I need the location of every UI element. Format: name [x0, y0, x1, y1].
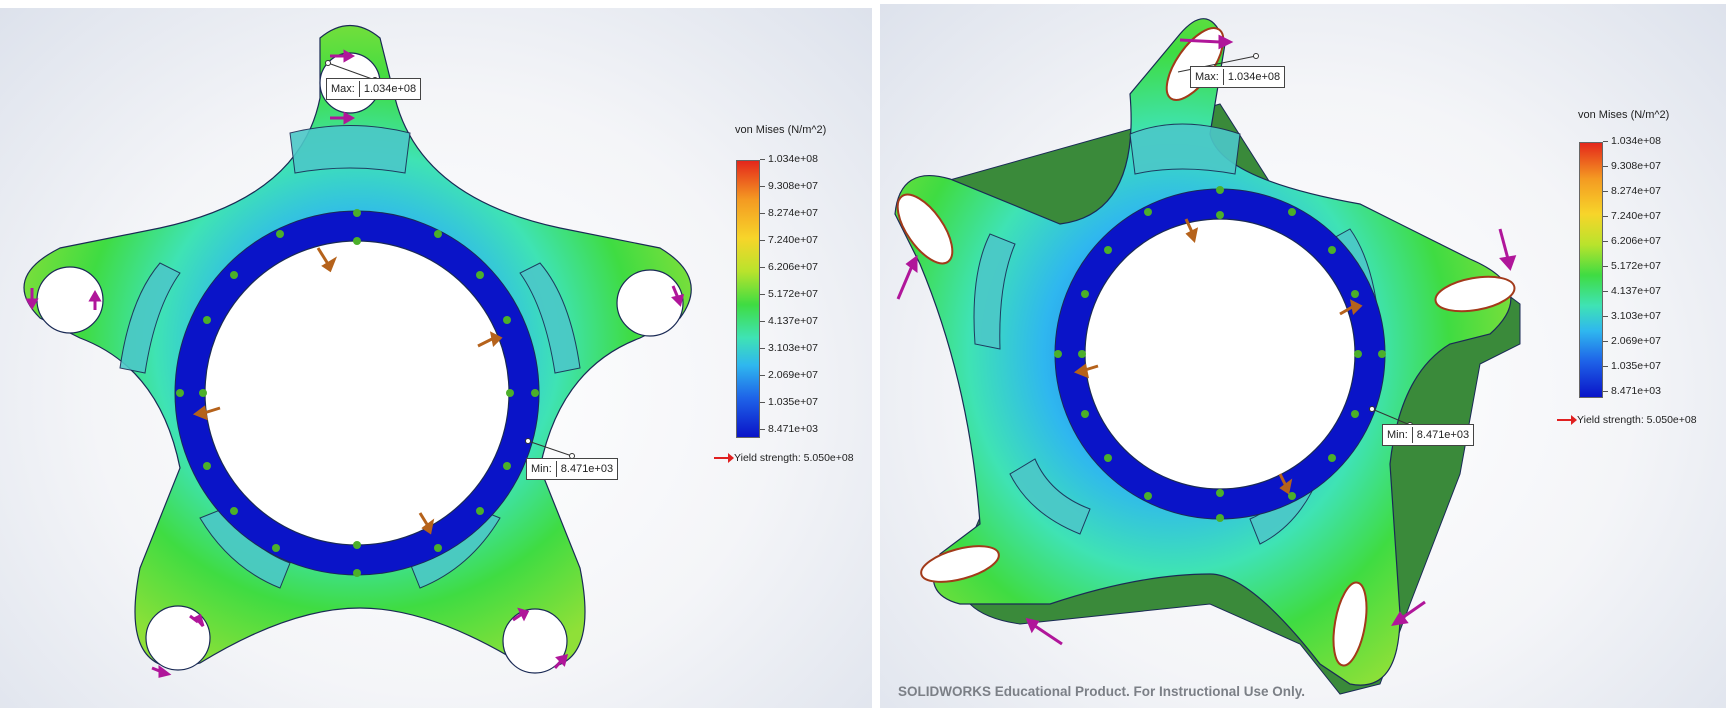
legend-tick: 8.274e+07	[760, 207, 818, 219]
legend-tick: 1.034e+08	[760, 153, 818, 165]
bolt-hole	[1332, 581, 1368, 667]
bolt-hole	[616, 269, 684, 337]
legend-tick: 7.240e+07	[760, 234, 818, 246]
yield-arrow-icon	[1557, 415, 1577, 426]
legend-tick: 6.206e+07	[1603, 235, 1661, 247]
legend-tick: 4.137e+07	[760, 315, 818, 327]
bolt-hole	[896, 193, 954, 265]
yield-strength-label: Yield strength: 5.050e+08	[734, 452, 854, 464]
yield-arrow-icon	[714, 453, 734, 464]
right-part-model	[894, 18, 1521, 695]
max-callout[interactable]: Max: 1.034e+08	[326, 78, 422, 100]
yield-strength-label: Yield strength: 5.050e+08	[1577, 414, 1697, 426]
max-label: Max:	[331, 83, 355, 95]
yield-strength: Yield strength: 5.050e+08	[714, 452, 854, 464]
min-value: 8.471e+03	[560, 463, 614, 475]
legend-title: von Mises (N/m^2)	[1578, 109, 1670, 121]
max-value: 1.034e+08	[363, 83, 417, 95]
bolt-hole	[145, 605, 211, 671]
legend-tick: 2.069e+07	[1603, 335, 1661, 347]
bolt-hole	[920, 545, 1000, 583]
center-bore	[204, 240, 510, 546]
legend-tick: 1.034e+08	[1603, 135, 1661, 147]
legend-title: von Mises (N/m^2)	[735, 124, 827, 136]
right-viewport[interactable]: Max: 1.034e+08 Min: 8.471e+03 von Mises …	[880, 4, 1726, 708]
center-bore	[1084, 218, 1356, 490]
max-callout[interactable]: Max: 1.034e+08	[1190, 66, 1286, 88]
legend-tick: 5.172e+07	[760, 288, 818, 300]
legend-tick: 8.471e+03	[760, 423, 818, 435]
legend-colorbar	[736, 160, 760, 438]
legend-tick: 2.069e+07	[760, 369, 818, 381]
legend-tick: 4.137e+07	[1603, 285, 1661, 297]
legend-tick: 8.274e+07	[1603, 185, 1661, 197]
left-viewport[interactable]: Max: 1.034e+08 Min: 8.471e+03 von Mises …	[0, 8, 872, 708]
legend-tick: 6.206e+07	[760, 261, 818, 273]
max-value: 1.034e+08	[1227, 71, 1281, 83]
legend-colorbar	[1579, 142, 1603, 398]
legend-tick: 8.471e+03	[1603, 385, 1661, 397]
max-label: Max:	[1195, 71, 1219, 83]
min-label: Min:	[1387, 429, 1408, 441]
educational-watermark: SOLIDWORKS Educational Product. For Inst…	[898, 684, 1306, 699]
bolt-hole	[502, 608, 568, 674]
legend-tick: 5.172e+07	[1603, 260, 1661, 272]
left-part-model	[23, 25, 692, 678]
legend-tick: 1.035e+07	[760, 396, 818, 408]
legend-tick: 3.103e+07	[760, 342, 818, 354]
min-label: Min:	[531, 463, 552, 475]
min-callout[interactable]: Min: 8.471e+03	[1382, 424, 1475, 446]
legend-tick: 3.103e+07	[1603, 310, 1661, 322]
bolt-hole	[1434, 275, 1516, 313]
legend-tick: 9.308e+07	[760, 180, 818, 192]
legend-tick: 7.240e+07	[1603, 210, 1661, 222]
min-value: 8.471e+03	[1416, 429, 1470, 441]
panel-divider	[872, 0, 880, 712]
legend-tick: 1.035e+07	[1603, 360, 1661, 372]
legend-tick: 9.308e+07	[1603, 160, 1661, 172]
min-callout[interactable]: Min: 8.471e+03	[526, 458, 619, 480]
yield-strength: Yield strength: 5.050e+08	[1557, 414, 1697, 426]
